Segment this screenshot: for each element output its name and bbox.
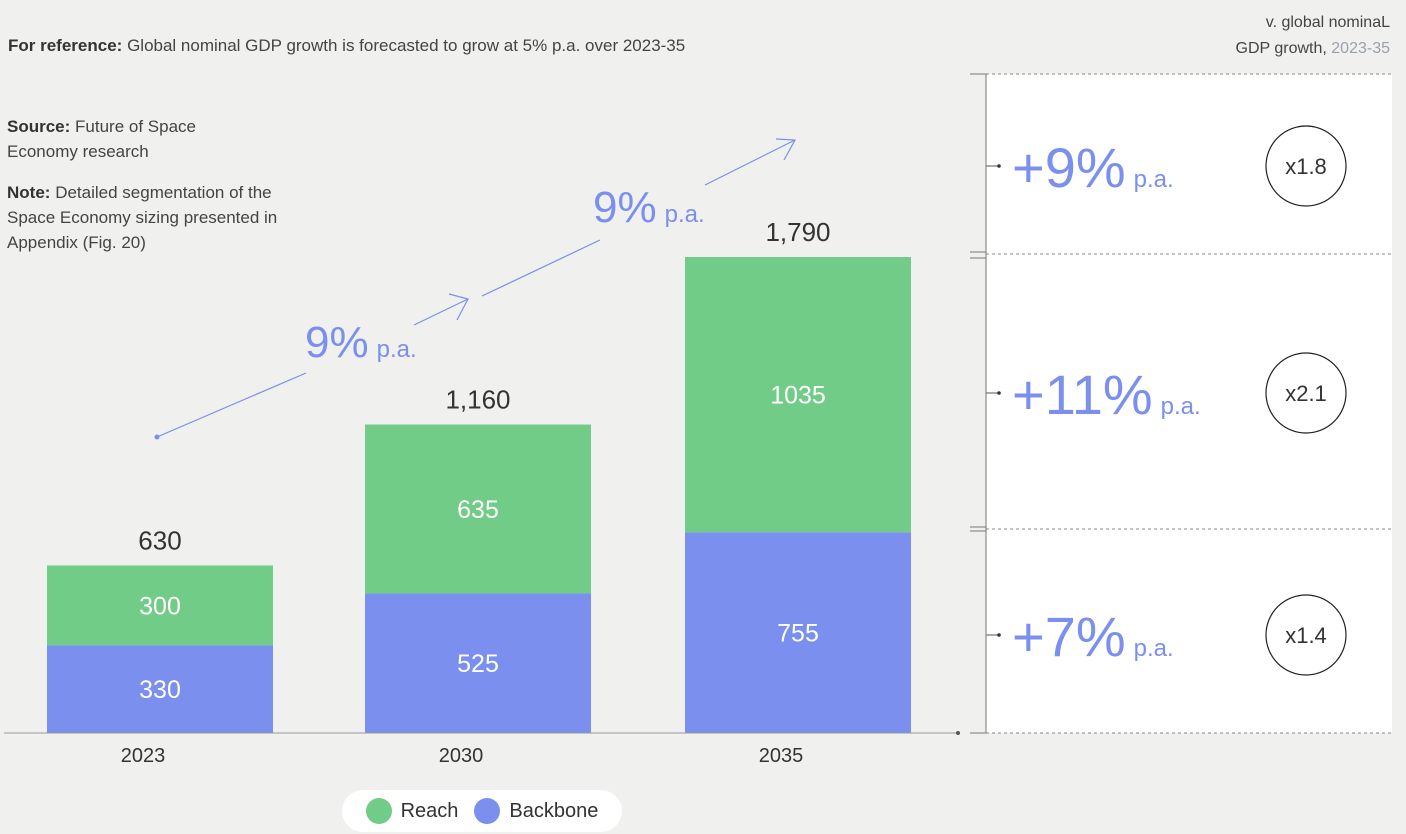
segment-label-reach-2035: 1035	[770, 382, 826, 410]
bar-backbone-2035	[685, 532, 911, 733]
x-axis-end-dot	[956, 731, 960, 735]
growth-panel-header-metric: GDP growth,	[1235, 40, 1327, 57]
total-label-2030: 1,160	[445, 385, 510, 415]
growth-row-dot-2	[997, 391, 1001, 395]
segment-label-reach-2030: 635	[457, 496, 499, 524]
segment-label-backbone-2030: 525	[457, 650, 499, 678]
reference-label: For reference:	[8, 36, 123, 55]
x-tick-2030: 2030	[439, 745, 484, 767]
growth-rate-value-2: +11%	[1012, 363, 1153, 426]
segmentation-note: Note: Detailed segmentation of the Space…	[7, 180, 282, 255]
growth-rate-3: +7% p.a.	[1012, 605, 1174, 668]
source-note: Source: Future of Space Economy research	[7, 114, 247, 164]
growth-panel-header: v. global nominaL GDP growth, 2023-35	[1236, 10, 1390, 62]
growth-rate-unit-3: p.a.	[1134, 635, 1174, 662]
x-tick-2035: 2035	[759, 745, 804, 767]
growth-rate-value-3: +7%	[1012, 605, 1126, 668]
multiple-label-1: x1.8	[1285, 154, 1327, 179]
growth-panel-header-line1: v. global nominaL	[1265, 14, 1390, 31]
growth-arrow-2030-2035	[481, 138, 796, 297]
x-tick-2023: 2023	[121, 745, 166, 767]
multiple-badge-2	[1265, 352, 1347, 434]
total-label-2023: 630	[138, 525, 181, 555]
note-text: Detailed segmentation of the Space Econo…	[7, 183, 278, 252]
growth-rate-unit-2: p.a.	[1161, 393, 1201, 420]
growth-arrow-1-label: 9% p.a.	[305, 318, 417, 367]
growth-rate-unit-1: p.a.	[1134, 166, 1174, 193]
legend-swatch-backbone	[474, 798, 501, 824]
growth-arrow-2-value: 9%	[593, 183, 657, 232]
multiple-label-2: x2.1	[1285, 381, 1327, 406]
multiple-label-3: x1.4	[1285, 623, 1327, 648]
legend-label-backbone: Backbone	[509, 799, 599, 822]
growth-row-dot-1	[997, 164, 1001, 168]
reference-note: For reference: Global nominal GDP growth…	[8, 36, 685, 56]
growth-rate-value-1: +9%	[1012, 136, 1126, 199]
growth-arrow-2-unit: p.a.	[665, 201, 705, 228]
bar-reach-2023	[47, 565, 273, 646]
source-text: Future of Space Economy research	[7, 117, 196, 161]
growth-panel-header-line2: GDP growth, 2023-35	[1236, 36, 1390, 62]
bar-reach-2035	[685, 257, 911, 533]
bar-backbone-2023	[47, 645, 273, 733]
note-label: Note:	[7, 183, 51, 202]
growth-arrow-1-value: 9%	[305, 318, 369, 367]
segment-label-reach-2023: 300	[139, 592, 181, 620]
source-label: Source:	[7, 117, 71, 136]
segment-label-backbone-2023: 330	[139, 676, 181, 704]
legend-label-reach: Reach	[400, 799, 459, 822]
legend-item-backbone: Backbone	[474, 798, 598, 824]
growth-panel-header-years: 2023-35	[1331, 40, 1390, 57]
segment-label-backbone-2035: 755	[777, 620, 819, 648]
growth-rate-1: +9% p.a.	[1012, 136, 1174, 199]
growth-rate-2: +11% p.a.	[1012, 363, 1201, 426]
growth-arrow-2023-2030	[154, 293, 469, 440]
growth-row-dot-3	[997, 633, 1001, 637]
multiple-badge-3	[1265, 594, 1347, 676]
reference-text: Global nominal GDP growth is forecasted …	[127, 36, 686, 55]
bar-reach-2030	[365, 424, 591, 594]
legend-item-reach: Reach	[365, 798, 459, 824]
multiple-badge-1	[1265, 125, 1347, 207]
growth-panel-bracket	[970, 73, 987, 734]
growth-panel-dividers	[986, 73, 1392, 734]
growth-arrow-1-unit: p.a.	[377, 336, 417, 363]
total-label-2035: 1,790	[765, 217, 830, 247]
bar-backbone-2030	[365, 593, 591, 733]
growth-arrow-2-label: 9% p.a.	[593, 183, 705, 232]
legend-swatch-reach	[365, 798, 392, 824]
chart-legend: Reach Backbone	[342, 790, 622, 832]
